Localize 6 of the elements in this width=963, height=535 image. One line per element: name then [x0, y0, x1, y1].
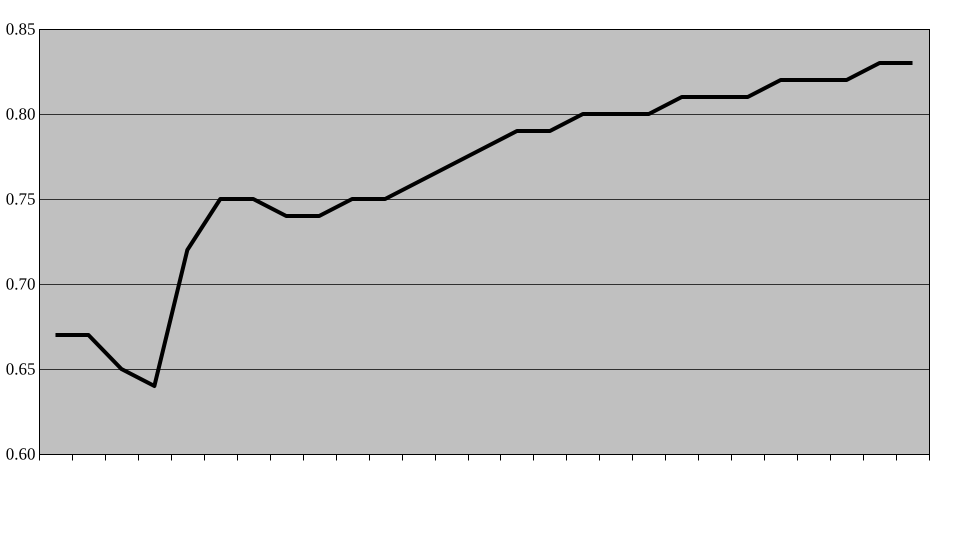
y-tick-label: 0.85: [6, 20, 36, 38]
y-tick-label: 0.65: [6, 360, 36, 378]
y-tick-label: 0.75: [6, 190, 36, 208]
y-tick-label: 0.60: [6, 444, 36, 464]
y-tick-label: 0.70: [6, 274, 36, 294]
y-tick-label: 0.80: [6, 104, 36, 124]
